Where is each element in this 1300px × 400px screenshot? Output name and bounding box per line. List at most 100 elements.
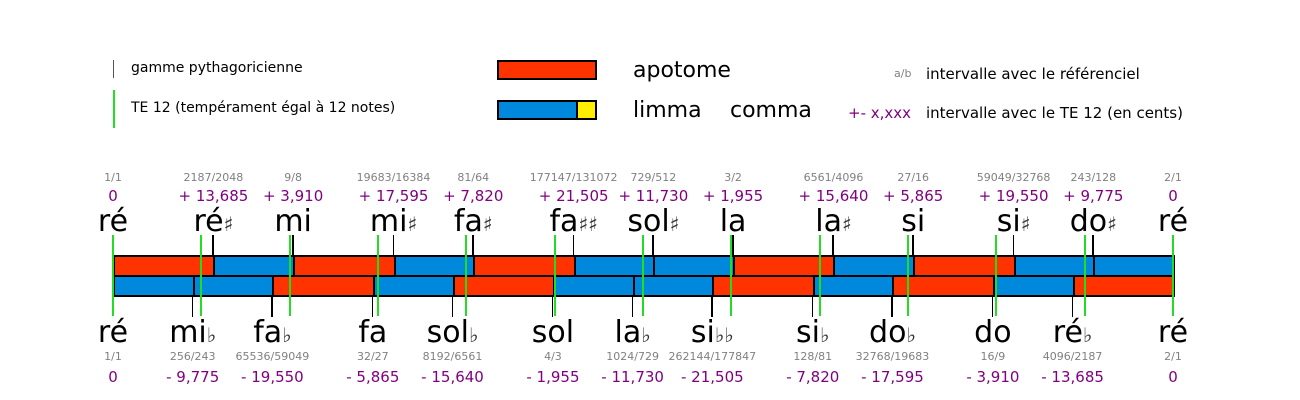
pythagorean-tick (1092, 235, 1094, 256)
flat-icon: ♭ (206, 323, 217, 347)
comma-label: comma (730, 98, 812, 123)
pythagorean-tick (1012, 235, 1015, 256)
note-upper-name: si♯ (997, 207, 1031, 239)
note-lower-ratio: 1/1 (104, 350, 122, 363)
note-name: la (815, 204, 842, 239)
note-upper-cents: + 5,865 (883, 187, 944, 205)
pythagorean-tick (631, 296, 634, 317)
pythagorean-tick (711, 296, 713, 317)
note-lower-ratio: 128/81 (793, 350, 833, 363)
note-name: ré (1157, 315, 1189, 350)
note-lower-cents: - 15,640 (421, 368, 484, 386)
note-upper-name: mi (274, 207, 312, 239)
note-name: sol (531, 315, 575, 350)
note-lower-ratio: 32768/19683 (855, 350, 930, 363)
note-name: do (974, 315, 1012, 350)
note-upper-ratio: 6561/4096 (803, 171, 864, 184)
limma-segment (1093, 255, 1175, 277)
note-upper-ratio: 2187/2048 (183, 171, 244, 184)
note-upper-cents: + 17,595 (358, 187, 429, 205)
note-lower-name: ré (1158, 318, 1188, 350)
note-upper-ratio: 59049/32768 (976, 171, 1051, 184)
pythagorean-tick (811, 296, 814, 317)
pythagorean-tick (572, 235, 575, 256)
note-lower-ratio: 32/27 (356, 350, 389, 363)
note-upper-cents: + 3,910 (262, 187, 324, 205)
note-upper-cents: + 15,640 (798, 187, 869, 205)
flat-icon: ♭ (282, 323, 292, 347)
note-lower-name: do♭ (869, 318, 916, 350)
note-upper-name: la♯ (815, 207, 851, 239)
sharp-icon: ♯ (223, 212, 234, 236)
pythagorean-tick (652, 235, 654, 256)
limma-segment (632, 275, 715, 297)
flat-icon: ♭ (1082, 323, 1093, 347)
note-lower-name: sol (532, 318, 574, 350)
sharp-icon: ♯ (482, 212, 493, 236)
note-name: ré (97, 315, 129, 350)
note-upper-ratio: 81/64 (457, 171, 490, 184)
sharp-icon: ♯ (1107, 212, 1117, 236)
flat-icon: ♭ (906, 323, 916, 347)
note-upper-cents: 0 (108, 187, 118, 205)
te12-legend-label: TE 12 (tempérament égal à 12 notes) (131, 100, 396, 116)
note-name: ré (97, 204, 129, 239)
note-upper-name: fa♯♯ (550, 207, 598, 239)
note-upper-ratio: 27/16 (897, 171, 930, 184)
pythagorean-tick (1071, 296, 1074, 317)
note-name: la (614, 315, 642, 350)
note-lower-cents: 0 (1168, 368, 1178, 386)
note-name: si (901, 204, 926, 239)
note-lower-name: la♭ (615, 318, 651, 350)
te12-line (553, 235, 556, 316)
pythagorean-tick (912, 235, 914, 256)
note-lower-ratio: 65536/59049 (235, 350, 310, 363)
te12-line (730, 235, 733, 316)
note-upper-cents: + 13,685 (178, 187, 249, 205)
pythagorean-tick (832, 235, 834, 256)
limma-segment (192, 275, 275, 297)
pythagorean-tick (551, 296, 554, 317)
te12-line (995, 235, 998, 316)
note-lower-name: si♭ (796, 318, 829, 350)
flat-icon: ♭ (641, 323, 651, 347)
te12-line (907, 235, 909, 316)
note-lower-cents: - 1,955 (526, 368, 580, 386)
pythagorean-legend-label: gamme pythagoricienne (131, 60, 303, 76)
note-upper-name: la (720, 207, 747, 239)
note-upper-name: mi♯ (370, 207, 417, 239)
cents-legend-label: intervalle avec le TE 12 (en cents) (926, 104, 1183, 122)
note-lower-name: mi♭ (169, 318, 216, 350)
note-lower-ratio: 4/3 (544, 350, 562, 363)
note-upper-cents: 0 (1168, 187, 1178, 205)
apotome-segment (712, 275, 815, 297)
ratio-legend-label: intervalle avec le référenciel (926, 65, 1140, 83)
pythagorean-tick (191, 296, 194, 317)
apotome-segment (452, 275, 555, 297)
note-name: si (996, 204, 1021, 239)
note-upper-cents: + 1,955 (702, 187, 764, 205)
te12-line (818, 235, 821, 316)
pythagorean-tick (371, 296, 374, 317)
note-name: mi (169, 315, 207, 350)
note-upper-ratio: 1/1 (104, 171, 122, 184)
note-upper-name: si (901, 207, 925, 239)
limma-segment (992, 275, 1075, 297)
pythagorean-tick (891, 296, 893, 317)
flat-icon: ♭ (820, 323, 830, 347)
ratio-symbol: a/b (894, 67, 912, 80)
apotome-segment (1072, 275, 1175, 297)
note-name: la (719, 204, 747, 239)
note-name: fa (358, 315, 388, 350)
note-lower-cents: - 13,685 (1041, 368, 1104, 386)
note-lower-ratio: 8192/6561 (422, 350, 483, 363)
note-upper-ratio: 177147/131072 (529, 171, 618, 184)
note-lower-cents: - 5,865 (346, 368, 400, 386)
note-lower-ratio: 4096/2187 (1042, 350, 1103, 363)
te12-line (200, 235, 203, 316)
note-name: fa (453, 204, 483, 239)
note-upper-ratio: 9/8 (284, 171, 302, 184)
limma-segment (653, 255, 736, 277)
note-name: sol (426, 315, 469, 350)
note-lower-name: fa♭ (253, 318, 291, 350)
